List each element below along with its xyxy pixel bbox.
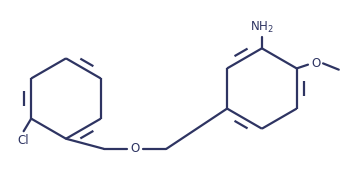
Text: NH$_2$: NH$_2$ xyxy=(250,19,274,35)
Text: O: O xyxy=(131,142,140,155)
Text: O: O xyxy=(312,57,321,70)
Text: Cl: Cl xyxy=(18,134,29,147)
